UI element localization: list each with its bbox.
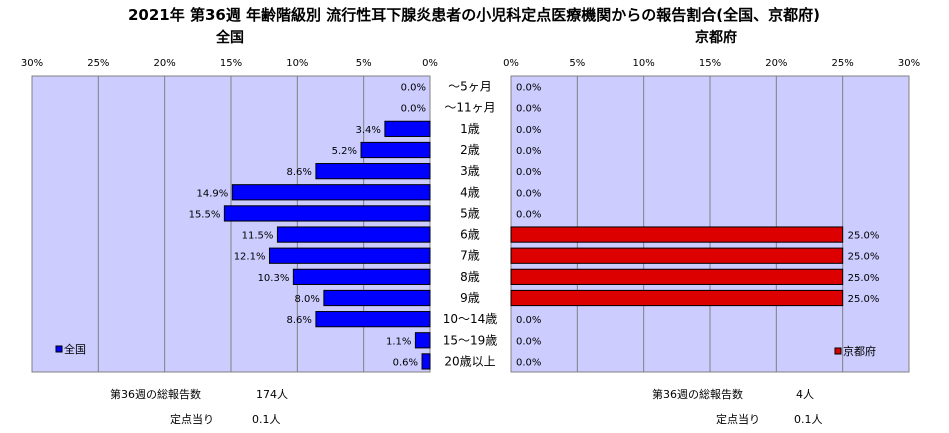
category-label: 8歳	[460, 270, 480, 284]
legend-swatch-kyoto	[834, 347, 842, 355]
bar-national	[268, 247, 431, 264]
data-label-kyoto: 25.0%	[848, 294, 880, 305]
category-label: 9歳	[460, 291, 480, 305]
tick-label-kyoto: 25%	[832, 58, 854, 69]
tick-label-national: 25%	[87, 58, 109, 69]
tick-label-national: 10%	[286, 58, 308, 69]
chart-title: 2021年 第36週 年齢階級別 流行性耳下腺炎患者の小児科定点医療機関からの報…	[128, 6, 820, 24]
bar-national	[223, 205, 431, 222]
data-label-national: 15.5%	[189, 209, 221, 220]
data-label-kyoto: 0.0%	[516, 104, 541, 115]
category-label: 15～19歳	[443, 333, 498, 347]
data-label-kyoto: 0.0%	[516, 167, 541, 178]
data-label-kyoto: 0.0%	[516, 188, 541, 199]
bar-kyoto	[510, 268, 844, 285]
data-label-national: 12.1%	[234, 252, 266, 263]
bar-national	[323, 289, 431, 307]
category-label: 2歳	[460, 143, 480, 157]
tick-label-national: 0%	[422, 58, 438, 69]
tick-label-kyoto: 20%	[765, 58, 787, 69]
data-label-kyoto: 0.0%	[516, 83, 541, 94]
category-label: 7歳	[460, 249, 480, 263]
data-label-kyoto: 0.0%	[516, 209, 541, 220]
panel-title-kyoto: 京都府	[695, 29, 737, 46]
data-label-kyoto: 25.0%	[848, 252, 880, 263]
bar-national	[231, 184, 431, 201]
data-label-national: 8.0%	[294, 294, 319, 305]
data-label-national: 14.9%	[197, 188, 229, 199]
bar-national	[414, 332, 431, 349]
data-label-kyoto: 25.0%	[848, 231, 880, 242]
bar-kyoto	[510, 247, 844, 264]
category-label: ～5ヶ月	[448, 80, 492, 94]
category-label: 4歳	[460, 185, 480, 199]
bar-national	[384, 120, 431, 137]
data-label-national: 8.6%	[287, 167, 312, 178]
kyoto-total-label: 第36週の総報告数	[652, 388, 743, 401]
kyoto-per-label: 定点当り	[716, 413, 760, 426]
tick-label-kyoto: 10%	[633, 58, 655, 69]
category-label: 1歳	[460, 122, 480, 136]
data-label-national: 11.5%	[242, 231, 274, 242]
legend-swatch-national	[55, 345, 63, 353]
category-label: 20歳以上	[444, 354, 495, 368]
national-per-value: 0.1人	[252, 413, 281, 426]
kyoto-total-value: 4人	[796, 388, 814, 401]
data-label-kyoto: 0.0%	[516, 315, 541, 326]
national-total-label: 第36週の総報告数	[110, 388, 201, 401]
bar-kyoto	[510, 226, 844, 243]
data-label-national: 0.6%	[393, 357, 418, 368]
tick-label-kyoto: 15%	[699, 58, 721, 69]
data-label-national: 3.4%	[355, 125, 380, 136]
category-label: 3歳	[460, 164, 480, 178]
bar-national	[315, 163, 431, 180]
bar-national	[315, 311, 431, 328]
tick-label-national: 15%	[220, 58, 242, 69]
chart-marks: 30% 25% 20% 15% 10% 5% 0% 0% 5% 10% 15% 20% 25% 30% ～5…	[21, 58, 920, 373]
legend-label-national: 全国	[64, 342, 86, 356]
data-label-kyoto: 0.0%	[516, 357, 541, 368]
national-total-value: 174人	[256, 388, 288, 401]
data-label-kyoto: 0.0%	[516, 125, 541, 136]
data-label-national: 8.6%	[287, 315, 312, 326]
bar-kyoto	[510, 289, 844, 307]
panel-title-national: 全国	[215, 29, 244, 46]
data-label-national: 0.0%	[401, 104, 426, 115]
data-label-national: 1.1%	[386, 336, 411, 347]
tick-label-kyoto: 0%	[503, 58, 519, 69]
tick-label-kyoto: 5%	[569, 58, 585, 69]
tick-label-national: 20%	[154, 58, 176, 69]
tick-label-national: 5%	[356, 58, 372, 69]
data-label-kyoto: 25.0%	[848, 273, 880, 284]
national-per-label: 定点当り	[170, 413, 214, 426]
tick-label-kyoto: 30%	[898, 58, 920, 69]
data-label-kyoto: 0.0%	[516, 146, 541, 157]
data-label-national: 10.3%	[258, 273, 290, 284]
data-label-kyoto: 0.0%	[516, 336, 541, 347]
category-label: 6歳	[460, 228, 480, 242]
category-label: ～11ヶ月	[444, 101, 495, 115]
kyoto-per-value: 0.1人	[794, 413, 823, 426]
bar-national	[360, 141, 431, 159]
category-label: 5歳	[460, 206, 480, 220]
category-label: 10～14歳	[443, 312, 498, 326]
bar-national	[421, 353, 431, 370]
data-label-national: 0.0%	[401, 83, 426, 94]
data-label-national: 5.2%	[332, 146, 357, 157]
tick-label-national: 30%	[21, 58, 43, 69]
bar-national	[292, 268, 431, 285]
legend-label-kyoto: 京都府	[843, 344, 876, 358]
bar-national	[276, 226, 431, 243]
